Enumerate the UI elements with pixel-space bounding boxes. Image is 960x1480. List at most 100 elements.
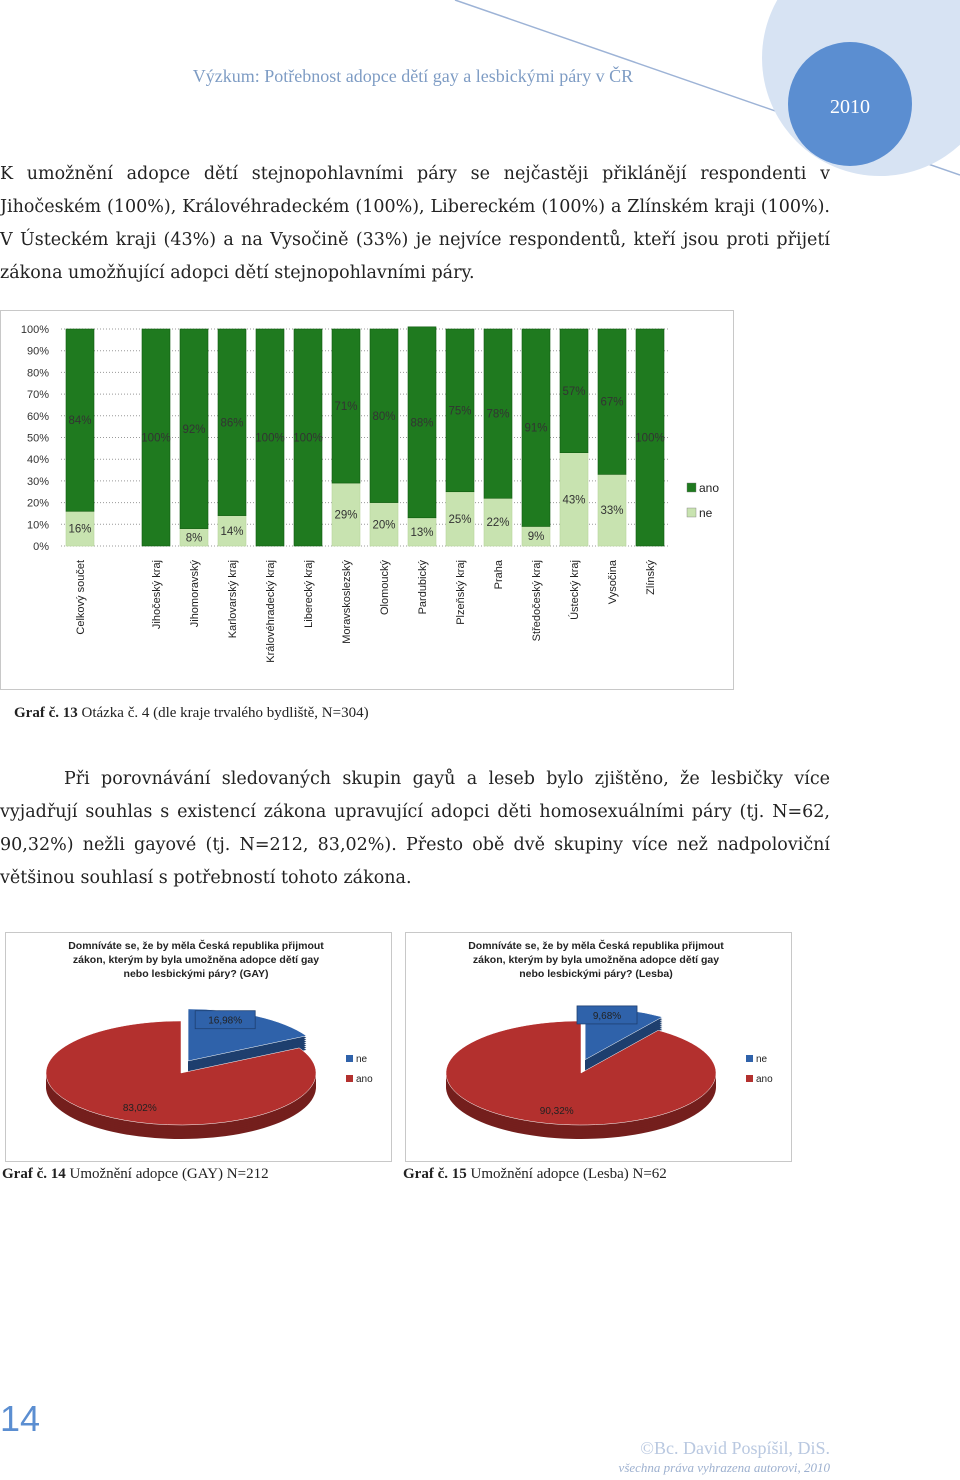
x-tick-label: Celkový součet (75, 560, 87, 635)
data-label: 8% (186, 532, 203, 544)
bar-segment (217, 515, 247, 547)
data-label: 71% (334, 401, 357, 413)
bar-segment (255, 328, 285, 547)
legend-label: ano (756, 1074, 773, 1085)
header-decoration: 2010 Výzkum: Potřebnost adopce dětí gay … (193, 0, 960, 176)
y-tick-label: 70% (27, 389, 49, 401)
bar-segment (521, 328, 551, 527)
chart-title: Domníváte se, že by měla Česká republika… (468, 940, 724, 980)
data-label: 67% (600, 397, 623, 409)
legend-label: ano (699, 481, 719, 495)
x-tick-label: Středočeský kraj (531, 560, 543, 641)
x-tick-label: Vysočina (607, 559, 619, 604)
legend-label: ne (756, 1054, 768, 1065)
y-tick-label: 20% (27, 498, 49, 510)
chart-box: Domníváte se, že by měla Česká republika… (405, 932, 792, 1162)
data-label: 16,98% (208, 1016, 242, 1027)
y-tick-label: 50% (27, 433, 49, 445)
bar-segment (445, 328, 475, 493)
legend-swatch (346, 1055, 353, 1062)
y-tick-label: 100% (21, 324, 49, 336)
legend-label: ne (356, 1054, 368, 1065)
bar-segment (369, 502, 399, 547)
chart-box: Domníváte se, že by měla Česká republika… (5, 932, 392, 1162)
caption-label: Graf č. 13 (14, 705, 78, 721)
data-label: 80% (372, 411, 395, 423)
header-title: Výzkum: Potřebnost adopce dětí gay a les… (193, 65, 633, 86)
pie-chart: 16,98% 83,02% ne ano (45, 1008, 373, 1139)
x-tick-label: Olomoucký (379, 560, 391, 616)
bar-segment (65, 328, 95, 512)
x-tick-label: Jihomoravský (189, 560, 201, 628)
caption-text: Otázka č. 4 (dle kraje trvalého bydliště… (81, 705, 369, 721)
data-label: 84% (68, 415, 91, 427)
data-label: 90,32% (540, 1106, 574, 1117)
bar-segment (483, 328, 513, 499)
y-tick-label: 90% (27, 346, 49, 358)
data-label: 22% (486, 517, 509, 529)
x-tick-label: Zlínský (645, 560, 657, 595)
footer-rights: všechna práva vyhrazena autorovi, 2010 (618, 1460, 830, 1475)
data-label: 14% (220, 526, 243, 538)
y-tick-label: 30% (27, 476, 49, 488)
y-tick-label: 60% (27, 411, 49, 423)
legend-label: ne (699, 506, 713, 520)
bar-segment (597, 328, 627, 475)
bar-segment (331, 482, 361, 547)
legend-swatch (346, 1075, 353, 1082)
data-label: 16% (68, 524, 91, 536)
data-label: 83,02% (123, 1103, 157, 1114)
bar-segment (635, 328, 665, 547)
x-tick-label: Královéhradecký kraj (265, 560, 277, 663)
data-label-box (194, 1010, 256, 1030)
legend-swatch (746, 1075, 753, 1082)
x-tick-label: Karlovarský kraj (227, 560, 239, 638)
data-label: 92% (182, 424, 205, 436)
x-tick-label: Plzeňský kraj (455, 560, 467, 625)
y-tick-label: 10% (27, 519, 49, 531)
bar-segment (65, 510, 95, 547)
legend-swatch (746, 1055, 753, 1062)
data-label: 75% (448, 405, 471, 417)
caption: Graf č. 13 Otázka č. 4 (dle kraje trvalé… (14, 705, 369, 722)
caption-label: Graf č. 14 (2, 1166, 66, 1182)
year: 2010 (830, 96, 870, 118)
x-tick-label: Jihočeský kraj (151, 560, 163, 629)
pie-slice (45, 1020, 317, 1126)
bar-segment (407, 326, 437, 519)
x-tick-label: Pardubický (417, 560, 429, 615)
caption: Graf č. 15 Umožnění adopce (Lesba) N=62 (403, 1166, 667, 1183)
footer-author: ©Bc. David Pospíšil, DiS. (640, 1438, 830, 1458)
data-label: 88% (410, 417, 433, 429)
data-label: 13% (410, 527, 433, 539)
data-label: 86% (220, 417, 243, 429)
bar-segment (331, 328, 361, 484)
data-label-box (576, 1005, 638, 1025)
data-label: 100% (255, 433, 284, 445)
data-label: 91% (524, 423, 547, 435)
data-label: 100% (141, 433, 170, 445)
bar-segment (597, 474, 627, 547)
bar-segment (559, 452, 589, 547)
bar-segment (559, 328, 589, 453)
data-label: 9% (528, 531, 545, 543)
legend-swatch (686, 482, 697, 493)
caption-text: Umožnění adopce (GAY) N=212 (69, 1166, 269, 1182)
bar-segment (141, 328, 171, 547)
caption-label: Graf č. 15 (403, 1166, 467, 1182)
x-tick-label: Moravskoslezský (341, 560, 353, 644)
paragraph: Při porovnávání sledovaných skupin gayů … (0, 769, 830, 888)
pie-slice (445, 1020, 717, 1126)
legend-label: ano (356, 1074, 373, 1085)
y-tick-label: 40% (27, 454, 49, 466)
page-number: 14 (0, 1398, 41, 1439)
chart-box: 0% 10% 20% 30% 40% 50% 60% 70% 80% 90% 100% Celkový… (0, 310, 734, 690)
year-circle (788, 42, 912, 166)
pie-chart: 9,68% 90,32% ne ano (445, 1005, 773, 1139)
bar-segment (179, 328, 209, 529)
data-label: 57% (562, 386, 585, 398)
y-tick-label: 80% (27, 367, 49, 379)
chart-title: Domníváte se, že by měla Česká republika… (68, 940, 324, 980)
data-label: 9,68% (593, 1011, 621, 1022)
